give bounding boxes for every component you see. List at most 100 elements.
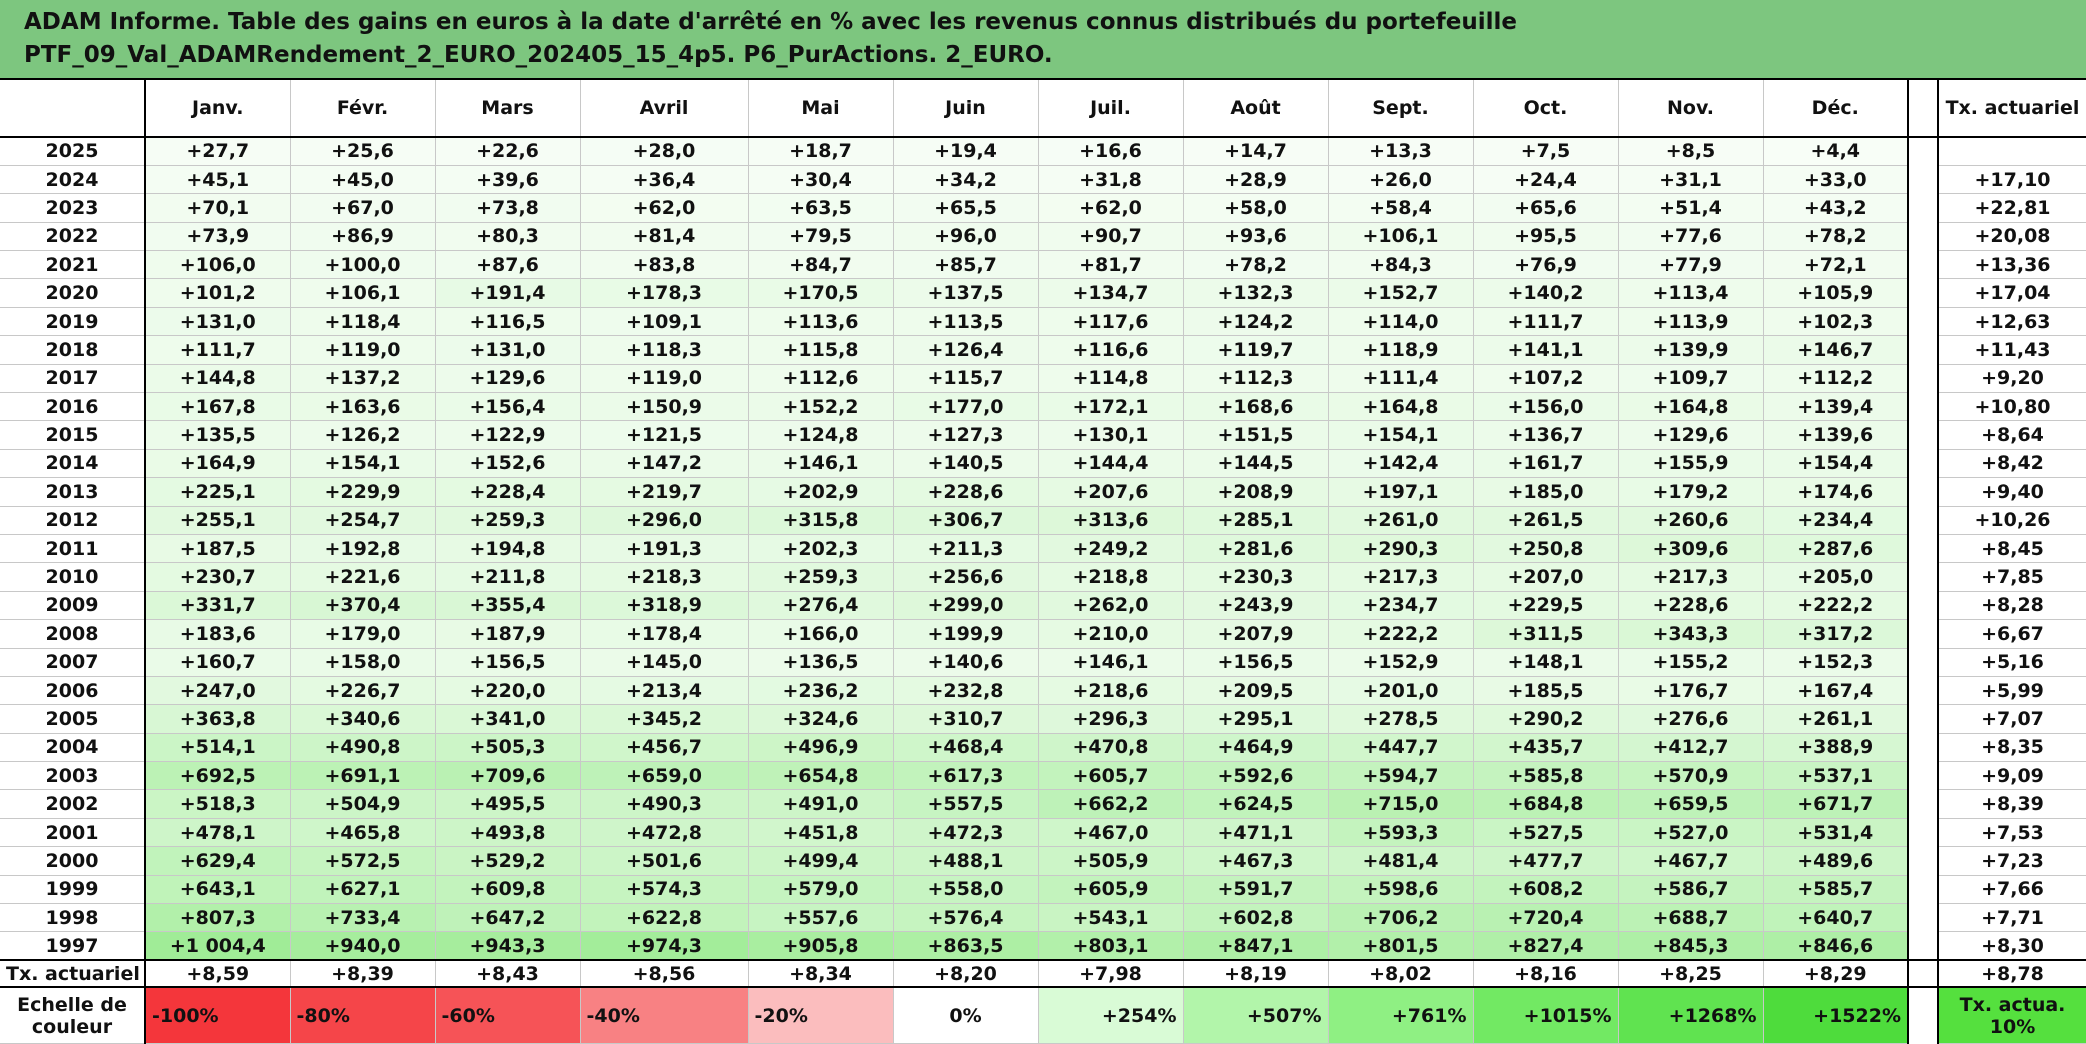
gain-cell: +160,7 <box>144 647 291 677</box>
gain-cell: +135,5 <box>144 420 291 450</box>
gain-cell: +112,2 <box>1762 363 1909 394</box>
month-rate: +8,56 <box>579 959 749 989</box>
scale-step: -100% <box>144 986 291 1044</box>
gain-cell: +803,1 <box>1037 931 1184 961</box>
gap-cell <box>1907 903 1939 932</box>
month-rate: +8,02 <box>1327 959 1474 989</box>
gain-cell: +65,6 <box>1472 193 1619 223</box>
gain-cell: +659,0 <box>579 761 749 791</box>
title-line: ADAM Informe. Table des gains en euros à… <box>24 9 1517 35</box>
gain-cell: +261,0 <box>1327 505 1474 535</box>
rate-cell: +5,99 <box>1937 675 2086 706</box>
gain-cell: +218,8 <box>1037 562 1184 592</box>
gap-cell <box>1907 846 1939 876</box>
rate-cell: +8,30 <box>1937 931 2086 961</box>
gain-cell: +343,3 <box>1617 619 1764 649</box>
gain-cell: +499,4 <box>747 846 894 876</box>
gain-cell: +572,5 <box>289 846 436 876</box>
gain-cell: +62,0 <box>579 193 749 223</box>
scale-rate: Tx. actua. 10% <box>1937 986 2086 1044</box>
year-label: 2002 <box>0 789 146 819</box>
gain-cell: +220,0 <box>434 675 581 706</box>
rate-cell: +8,35 <box>1937 732 2086 763</box>
gain-cell: +178,3 <box>579 278 749 308</box>
gap-cell <box>1907 335 1939 365</box>
rate-cell: +8,39 <box>1937 789 2086 819</box>
gain-cell: +81,7 <box>1037 250 1184 280</box>
gain-cell: +974,3 <box>579 931 749 961</box>
gain-cell: +225,1 <box>144 477 291 507</box>
gain-cell: +249,2 <box>1037 533 1184 564</box>
year-label: 2021 <box>0 250 146 280</box>
gain-cell: +807,3 <box>144 903 291 933</box>
gain-cell: +145,0 <box>579 647 749 677</box>
year-row: 2006 +247,0 +226,7 +220,0 +213,4 +236,2 +232,8… <box>0 675 2086 706</box>
gain-cell: +605,7 <box>1037 761 1184 791</box>
gain-cell: +464,9 <box>1182 732 1329 763</box>
gain-cell: +185,5 <box>1472 675 1619 706</box>
gain-cell: +155,9 <box>1617 448 1764 479</box>
gain-cell: +114,0 <box>1327 306 1474 337</box>
gain-cell: +290,3 <box>1327 533 1474 564</box>
gain-cell: +117,6 <box>1037 306 1184 337</box>
gain-cell: +137,5 <box>892 278 1039 308</box>
gain-cell: +116,5 <box>434 306 581 337</box>
gain-cell: +31,8 <box>1037 164 1184 195</box>
gain-cell: +684,8 <box>1472 789 1619 819</box>
month-header: Nov. <box>1617 78 1764 138</box>
rate-cell: +22,81 <box>1937 193 2086 223</box>
gain-cell: +111,7 <box>1472 306 1619 337</box>
rate-row-label: Tx. actuariel <box>0 959 146 989</box>
gain-cell: +654,8 <box>747 761 894 791</box>
year-label: 2013 <box>0 477 146 507</box>
gain-cell: +51,4 <box>1617 193 1764 223</box>
gain-cell: +4,4 <box>1762 136 1909 166</box>
year-label: 2018 <box>0 335 146 365</box>
rate-cell: +8,28 <box>1937 590 2086 621</box>
gain-cell: +662,2 <box>1037 789 1184 819</box>
scale-step: 0% <box>892 986 1039 1044</box>
gain-cell: +70,1 <box>144 193 291 223</box>
gain-cell: +470,8 <box>1037 732 1184 763</box>
gain-cell: +467,0 <box>1037 817 1184 848</box>
year-row: 2021 +106,0 +100,0 +87,6 +83,8 +84,7 +85,7 +81,… <box>0 250 2086 280</box>
gain-cell: +191,3 <box>579 533 749 564</box>
gain-cell: +259,3 <box>747 562 894 592</box>
gain-cell: +230,7 <box>144 562 291 592</box>
gap-cell <box>1907 648 1939 677</box>
month-rate: +8,19 <box>1182 959 1329 989</box>
gain-cell: +643,1 <box>144 874 291 905</box>
year-label: 2022 <box>0 221 146 252</box>
gain-cell: +194,8 <box>434 533 581 564</box>
gain-cell: +73,8 <box>434 193 581 223</box>
gain-cell: +141,1 <box>1472 335 1619 365</box>
year-row: 2004 +514,1 +490,8 +505,3 +456,7 +496,9 +468,4… <box>0 732 2086 763</box>
gain-cell: +161,7 <box>1472 448 1619 479</box>
gain-cell: +126,2 <box>289 420 436 450</box>
gain-cell: +715,0 <box>1327 789 1474 819</box>
gain-cell: +154,1 <box>289 448 436 479</box>
year-row: 2019 +131,0 +118,4 +116,5 +109,1 +113,6 +113,5… <box>0 306 2086 337</box>
gain-cell: +119,7 <box>1182 335 1329 365</box>
gain-cell: +26,0 <box>1327 164 1474 195</box>
gap-cell <box>1907 761 1939 790</box>
scale-step: -80% <box>289 986 436 1044</box>
year-label: 2001 <box>0 817 146 848</box>
gain-cell: +592,6 <box>1182 761 1329 791</box>
gain-cell: +243,9 <box>1182 590 1329 621</box>
year-label: 2008 <box>0 619 146 649</box>
gain-cell: +187,5 <box>144 533 291 564</box>
rate-header: Tx. actuariel <box>1937 78 2086 138</box>
gain-cell: +576,4 <box>892 903 1039 933</box>
gain-cell: +58,0 <box>1182 193 1329 223</box>
gain-cell: +77,6 <box>1617 221 1764 252</box>
gain-cell: +118,3 <box>579 335 749 365</box>
rate-cell: +9,20 <box>1937 363 2086 394</box>
gain-cell: +310,7 <box>892 704 1039 734</box>
month-header: Avril <box>579 78 749 138</box>
gain-cell: +152,9 <box>1327 647 1474 677</box>
rate-cell: +9,09 <box>1937 761 2086 791</box>
gain-cell: +435,7 <box>1472 732 1619 763</box>
gain-cell: +113,5 <box>892 306 1039 337</box>
gain-cell: +605,9 <box>1037 874 1184 905</box>
